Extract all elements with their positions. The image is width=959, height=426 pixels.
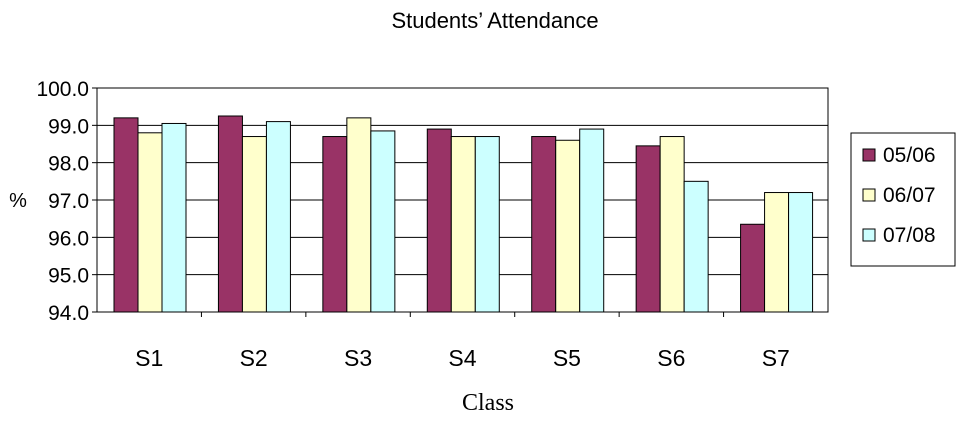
legend: 05/06 06/07 07/08 <box>850 132 956 267</box>
x-tick-label: S6 <box>657 345 685 371</box>
bar-s7-06-07 <box>764 192 790 313</box>
bar-s1-07-08 <box>161 122 187 313</box>
bar-s3-06-07 <box>346 117 372 313</box>
y-tick-label: 97.0 <box>48 190 89 213</box>
x-tick-label: S7 <box>762 345 790 371</box>
bar-s4-06-07 <box>450 136 476 313</box>
legend-swatch <box>862 228 876 242</box>
y-axis-label: % <box>9 190 27 212</box>
bar-s5-07-08 <box>579 128 605 313</box>
bar-s1-05-06 <box>113 117 139 313</box>
bar-s6-07-08 <box>683 180 709 313</box>
x-axis-label: Class <box>462 390 514 416</box>
bar-s2-07-08 <box>265 121 291 313</box>
bar-s7-07-08 <box>788 192 814 313</box>
y-tick-label: 95.0 <box>48 265 89 288</box>
y-tick-label: 100.0 <box>36 78 89 101</box>
x-tick-label: S3 <box>344 345 372 371</box>
bar-s2-05-06 <box>217 115 243 313</box>
legend-label: 07/08 <box>883 224 936 247</box>
bar-s5-06-07 <box>555 139 581 313</box>
x-tick-label: S4 <box>448 345 476 371</box>
bars <box>113 115 814 313</box>
bar-s4-07-08 <box>474 136 500 313</box>
legend-swatch <box>862 148 876 162</box>
y-tick-label: 98.0 <box>48 153 89 176</box>
axes: 94.0 95.0 96.0 97.0 98.0 99.0 100.0 S1 S2 S3 S4 S5 S… <box>36 78 829 371</box>
x-tick-label: S2 <box>240 345 268 371</box>
y-tick-label: 99.0 <box>48 115 89 138</box>
x-tick-label: S5 <box>553 345 581 371</box>
bar-s1-06-07 <box>137 132 163 313</box>
chart-title: Students’ Attendance <box>391 8 598 33</box>
bar-s4-05-06 <box>426 128 452 313</box>
legend-label: 05/06 <box>883 144 936 167</box>
bar-s6-05-06 <box>635 145 661 313</box>
bar-s7-05-06 <box>740 223 766 313</box>
y-tick-label: 94.0 <box>48 302 89 325</box>
x-tick-label: S1 <box>135 345 163 371</box>
legend-swatch <box>862 188 876 202</box>
bar-s6-06-07 <box>659 136 685 313</box>
bar-s2-06-07 <box>241 136 267 313</box>
bar-s3-07-08 <box>370 130 396 313</box>
legend-label: 06/07 <box>883 184 936 207</box>
bar-s5-05-06 <box>531 136 557 313</box>
y-tick-label: 96.0 <box>48 227 89 250</box>
bar-s3-05-06 <box>322 136 348 313</box>
